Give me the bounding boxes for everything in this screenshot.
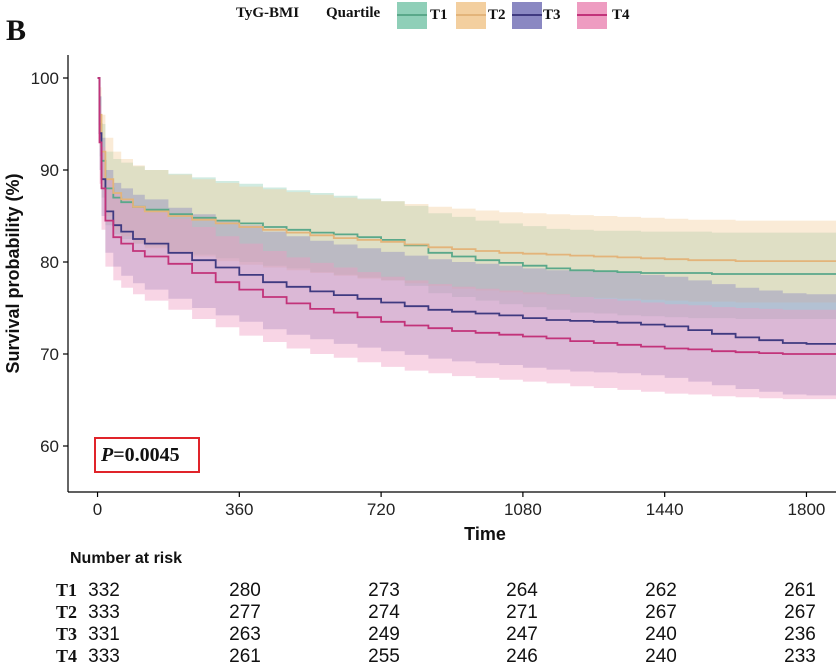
ci-band-t2 [97, 78, 836, 303]
legend-key-t2 [456, 2, 486, 29]
survival-line-t3 [97, 77, 836, 345]
legend-line-t4 [577, 14, 607, 16]
x-tick-label: 720 [367, 500, 395, 519]
risk-value: 261 [229, 646, 261, 667]
risk-value: 332 [88, 580, 120, 601]
risk-value: 277 [229, 602, 261, 623]
risk-value: 274 [368, 602, 400, 623]
risk-group-label: T1 [56, 580, 78, 600]
survival-chart: 60 70 80 90 100 0 360 720 1080 1440 1800 Time Surviv… [3, 55, 836, 544]
x-tick-label: 0 [93, 500, 102, 519]
survival-line-t1 [97, 77, 836, 275]
x-axis-title: Time [464, 524, 506, 544]
legend: TyG-BMI Quartile T1 T2 T3 T4 [0, 0, 836, 34]
risk-value: 267 [645, 602, 677, 623]
risk-table-title: Number at risk [70, 550, 183, 567]
risk-value: 263 [229, 624, 261, 645]
ci-band-t4 [97, 78, 836, 400]
legend-label-t4: T4 [612, 7, 630, 23]
y-tick-label: 70 [40, 345, 59, 364]
survival-line-t4 [97, 77, 836, 355]
risk-value: 233 [784, 646, 816, 667]
risk-row-t2: T2 333 277 274 271 267 267 [0, 602, 836, 624]
risk-value: 331 [88, 624, 120, 645]
risk-value: 240 [645, 646, 677, 667]
risk-value: 333 [88, 646, 120, 667]
risk-value: 333 [88, 602, 120, 623]
x-tick-label: 1080 [504, 500, 542, 519]
ci-band-t3 [97, 78, 836, 396]
legend-label-t1: T1 [430, 7, 448, 23]
legend-key-t4 [577, 2, 607, 29]
risk-value: 255 [368, 646, 400, 667]
risk-value: 249 [368, 624, 400, 645]
risk-value: 273 [368, 580, 400, 601]
legend-subtitle: Quartile [326, 5, 381, 21]
legend-line-t1 [397, 14, 427, 16]
legend-line-t2 [456, 14, 486, 16]
legend-line-t3 [512, 14, 542, 16]
risk-value: 247 [506, 624, 538, 645]
survival-line-t2 [97, 77, 836, 262]
risk-value: 267 [784, 602, 816, 623]
risk-group-label: T2 [56, 602, 78, 622]
x-tick-label: 1440 [646, 500, 684, 519]
y-tick-label: 90 [40, 161, 59, 180]
y-tick-label: 100 [31, 69, 59, 88]
legend-label-t2: T2 [488, 7, 506, 23]
risk-row-t3: T3 331 263 249 247 240 236 [0, 624, 836, 646]
legend-key-t3 [512, 2, 542, 29]
risk-group-label: T3 [56, 624, 78, 644]
x-tick-label: 360 [225, 500, 253, 519]
risk-value: 264 [506, 580, 538, 601]
risk-row-t4: T4 333 261 255 246 240 233 [0, 646, 836, 668]
p-value-symbol: P [101, 444, 114, 466]
y-axis-title: Survival probability (%) [3, 173, 23, 373]
risk-value: 236 [784, 624, 816, 645]
risk-row-t1: T1 332 280 273 264 262 261 [0, 580, 836, 602]
risk-value: 271 [506, 602, 538, 623]
panel-label: B [6, 14, 27, 47]
risk-value: 280 [229, 580, 261, 601]
x-tick-label: 1800 [788, 500, 826, 519]
p-value-text: =0.0045 [113, 444, 180, 466]
risk-value: 246 [506, 646, 538, 667]
risk-value: 262 [645, 580, 677, 601]
risk-value: 261 [784, 580, 816, 601]
y-tick-label: 80 [40, 253, 59, 272]
risk-group-label: T4 [56, 646, 78, 666]
legend-label-t3: T3 [543, 7, 561, 23]
p-value-box: P=0.0045 [94, 437, 200, 473]
y-tick-label: 60 [40, 437, 59, 456]
legend-key-t1 [397, 2, 427, 29]
risk-value: 240 [645, 624, 677, 645]
legend-title: TyG-BMI [236, 5, 300, 21]
